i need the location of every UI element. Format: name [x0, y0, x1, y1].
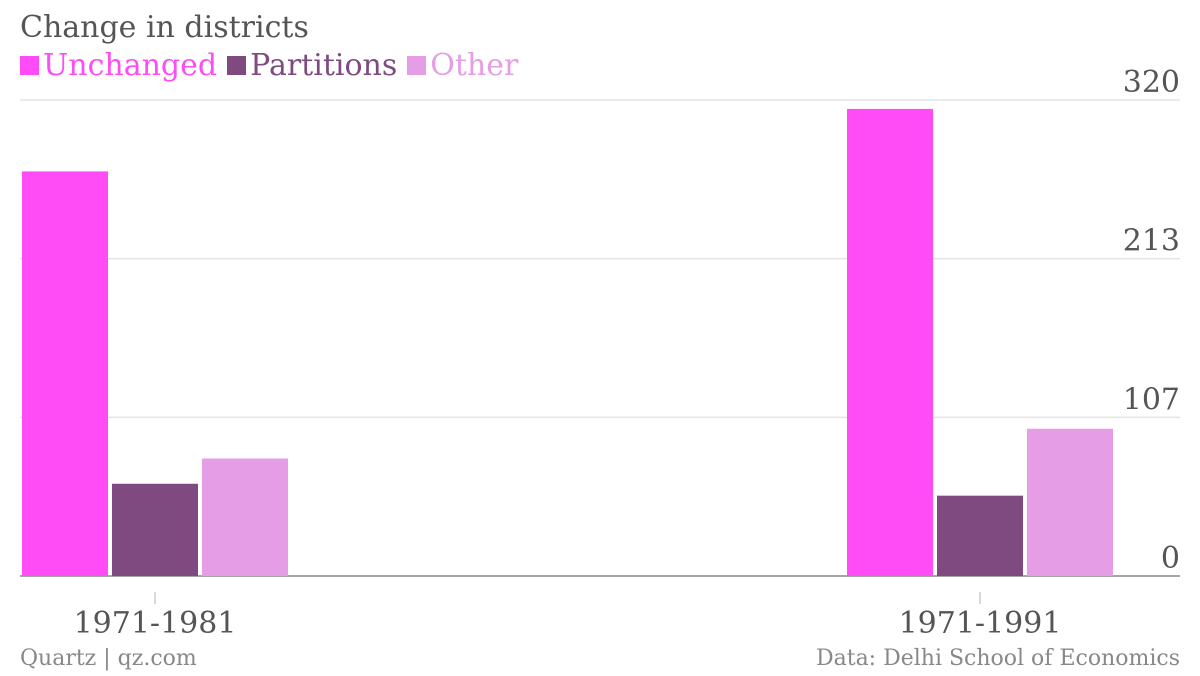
y-tick-label: 0	[1161, 541, 1180, 576]
chart-title: Change in districts	[20, 10, 309, 45]
x-tick-label: 1971-1981	[74, 606, 237, 641]
bar-other-1971-1981	[202, 458, 288, 576]
legend-item-partitions: Partitions	[227, 48, 397, 83]
bar-partitions-1971-1991	[937, 495, 1023, 576]
y-tick-label: 213	[1123, 224, 1180, 259]
legend-swatch	[227, 56, 247, 75]
bar-unchanged-1971-1991	[847, 108, 933, 577]
legend: Unchanged Partitions Other	[20, 48, 528, 83]
data-source: Data: Delhi School of Economics	[815, 646, 1180, 671]
y-tick-label: 107	[1123, 382, 1180, 417]
legend-label: Partitions	[250, 48, 398, 83]
legend-swatch	[407, 56, 427, 75]
bar-unchanged-1971-1981	[22, 171, 108, 576]
x-tick-label: 1971-1991	[899, 606, 1062, 641]
y-tick-label: 320	[1123, 65, 1180, 100]
legend-label: Other	[430, 48, 519, 83]
legend-item-other: Other	[407, 48, 518, 83]
legend-swatch	[20, 56, 39, 75]
bar-other-1971-1991	[1027, 428, 1113, 576]
source-credit: Quartz | qz.com	[20, 646, 197, 671]
legend-label: Unchanged	[43, 48, 218, 83]
legend-item-unchanged: Unchanged	[20, 48, 217, 83]
bar-partitions-1971-1981	[112, 483, 198, 576]
